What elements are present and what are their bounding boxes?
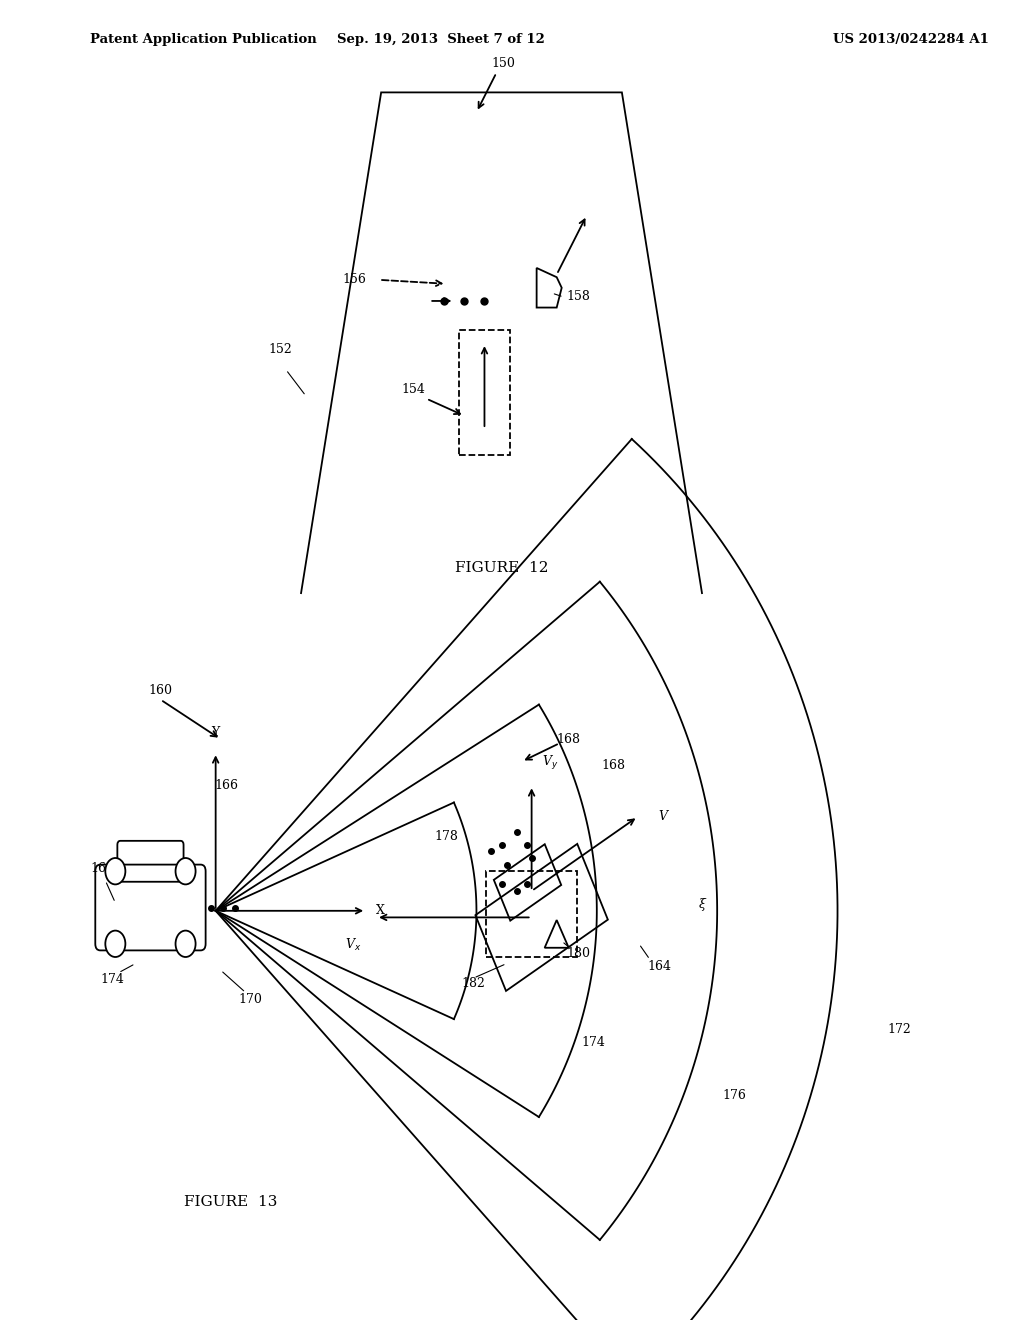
- Text: 156: 156: [342, 273, 367, 286]
- Text: FIGURE  13: FIGURE 13: [184, 1195, 278, 1209]
- Text: V$_x$: V$_x$: [345, 937, 361, 953]
- Text: 172: 172: [888, 1023, 911, 1036]
- Text: 170: 170: [239, 993, 262, 1006]
- Text: ξ: ξ: [698, 898, 706, 911]
- Text: Y: Y: [212, 726, 220, 739]
- Text: 174: 174: [582, 1036, 605, 1049]
- Circle shape: [105, 931, 125, 957]
- Text: 152: 152: [269, 343, 293, 356]
- Text: 158: 158: [566, 290, 591, 304]
- Circle shape: [175, 858, 196, 884]
- Text: 174: 174: [100, 973, 124, 986]
- Bar: [486, 871, 577, 957]
- Text: 180: 180: [566, 946, 591, 960]
- Text: Patent Application Publication: Patent Application Publication: [90, 33, 317, 46]
- Text: FIGURE  12: FIGURE 12: [455, 561, 548, 576]
- Text: 168: 168: [602, 759, 626, 772]
- Text: 166: 166: [215, 779, 239, 792]
- Text: 164: 164: [647, 960, 671, 973]
- Text: 160: 160: [148, 684, 172, 697]
- Text: Sep. 19, 2013  Sheet 7 of 12: Sep. 19, 2013 Sheet 7 of 12: [337, 33, 545, 46]
- Text: US 2013/0242284 A1: US 2013/0242284 A1: [833, 33, 988, 46]
- Text: 154: 154: [401, 383, 425, 396]
- Text: 168: 168: [557, 733, 581, 746]
- Text: 178: 178: [434, 830, 458, 843]
- Circle shape: [175, 931, 196, 957]
- Circle shape: [105, 858, 125, 884]
- Text: 176: 176: [722, 1089, 746, 1102]
- Text: 162: 162: [90, 862, 114, 875]
- Text: X: X: [376, 904, 385, 917]
- Text: 182: 182: [462, 977, 485, 990]
- Text: V$_y$: V$_y$: [542, 754, 558, 772]
- Text: V: V: [658, 810, 667, 824]
- Text: 150: 150: [492, 57, 515, 70]
